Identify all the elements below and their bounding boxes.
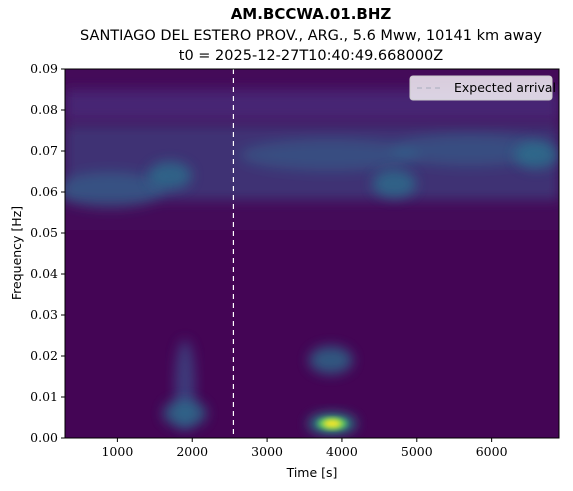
x-tick-label: 3000 (251, 444, 283, 459)
plot-frame (64, 68, 560, 439)
x-axis-label: Time [s] (286, 465, 338, 480)
y-tick-label: 0.07 (30, 143, 58, 158)
noise-band (65, 90, 559, 208)
y-tick-label: 0.08 (30, 102, 58, 117)
energy-feature (147, 161, 192, 190)
energy-feature (514, 141, 559, 170)
energy-feature (162, 399, 207, 428)
y-tick-label: 0.01 (30, 389, 58, 404)
y-tick-label: 0.06 (30, 184, 58, 199)
y-tick-label: 0.05 (30, 225, 58, 240)
y-tick-label: 0.09 (30, 61, 58, 76)
y-axis-ticks: 0.00 0.01 0.02 0.03 0.04 0.05 0.06 0.07 0.08 0.09 (30, 61, 65, 445)
y-tick-label: 0.03 (30, 307, 58, 322)
low-freq-base (65, 230, 559, 438)
legend: Expected arrival (409, 75, 556, 101)
spectrogram-area (65, 69, 559, 438)
chart-subtitle: SANTIAGO DEL ESTERO PROV., ARG., 5.6 Mww… (80, 28, 542, 44)
y-tick-label: 0.00 (30, 430, 58, 445)
x-tick-label: 6000 (476, 444, 508, 459)
x-tick-label: 4000 (326, 444, 358, 459)
chart-subtitle-time: t0 = 2025-12-27T10:40:49.668000Z (179, 48, 443, 64)
x-axis-ticks: 1000 2000 3000 4000 5000 6000 (101, 438, 508, 459)
energy-features (147, 141, 559, 434)
legend-box (409, 75, 553, 101)
y-tick-label: 0.04 (30, 266, 58, 281)
energy-feature (308, 346, 353, 375)
x-tick-label: 1000 (101, 444, 133, 459)
energy-feature-peak (323, 419, 342, 428)
y-axis-label: Frequency [Hz] (9, 206, 24, 300)
y-tick-label: 0.02 (30, 348, 58, 363)
energy-feature (372, 169, 417, 198)
chart-title: AM.BCCWA.01.BHZ (231, 5, 392, 23)
x-tick-label: 2000 (176, 444, 208, 459)
x-tick-label: 5000 (401, 444, 433, 459)
legend-arrival-label: Expected arrival (454, 80, 556, 95)
